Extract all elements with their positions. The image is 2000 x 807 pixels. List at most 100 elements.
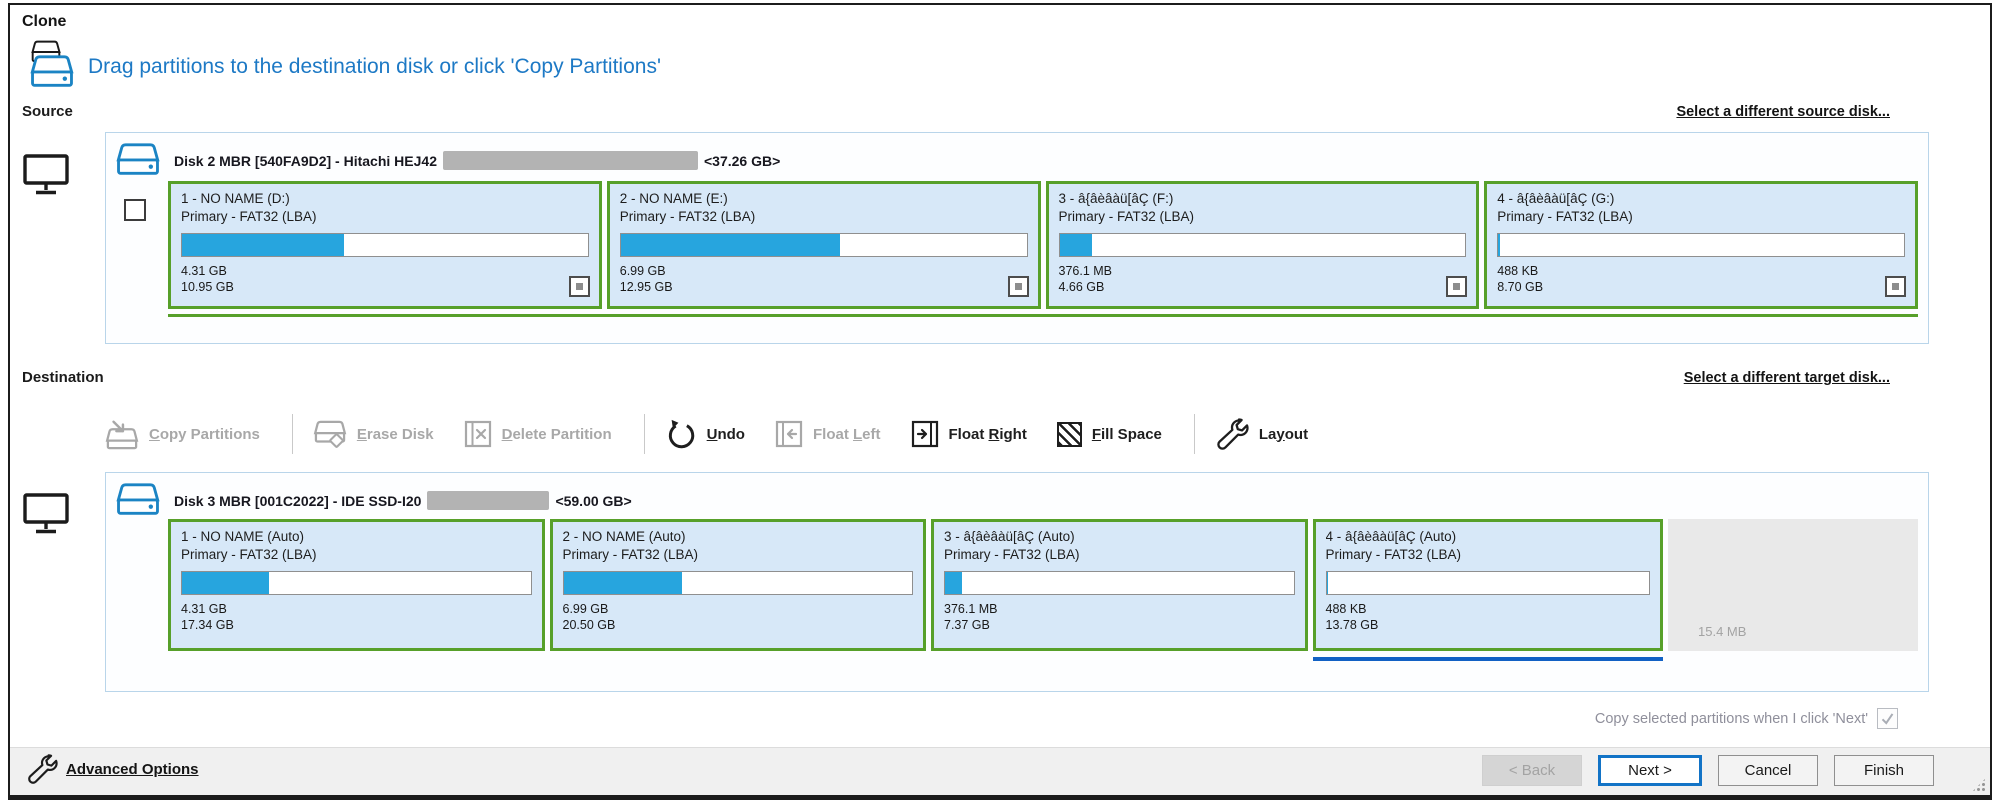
partition-sizes: 6.99 GB 20.50 GB (563, 601, 914, 634)
used-size: 376.1 MB (944, 602, 998, 617)
layout-label: Layout (1258, 425, 1309, 443)
copy-partitions-label: Copy Partitions (149, 425, 260, 443)
destination-partition-3[interactable]: 3 - â{âèâàü[âÇ (Auto) Primary - FAT32 (L… (931, 519, 1308, 651)
source-disk-icon (116, 143, 160, 175)
partition-title: 2 - NO NAME (Auto) (562, 529, 686, 544)
partition-sizes: 376.1 MB 7.37 GB (944, 601, 1295, 634)
usage-bar (944, 571, 1295, 596)
erase-disk-label: Erase Disk (356, 425, 434, 443)
fill-space-label: Fill Space (1091, 425, 1162, 443)
usage-bar-fill (182, 234, 345, 257)
partition-title: 3 - â{âèâàü[âÇ (Auto) (944, 529, 1075, 544)
partition-type: Primary - FAT32 (LBA) (1497, 208, 1633, 224)
erase-disk-button[interactable]: Erase Disk (313, 419, 434, 449)
destination-partition-1[interactable]: 1 - NO NAME (Auto) Primary - FAT32 (LBA)… (168, 519, 545, 651)
partition-type: Primary - FAT32 (LBA) (944, 546, 1080, 562)
destination-computer-icon (23, 493, 69, 534)
partition-restore-button[interactable] (1446, 276, 1468, 297)
destination-disk-icon (116, 483, 160, 515)
usage-bar (181, 233, 589, 258)
source-disk-checkbox[interactable] (124, 199, 146, 221)
back-button[interactable]: < Back (1482, 755, 1582, 786)
used-size: 376.1 MB (1058, 264, 1113, 279)
float-left-label: Float Left (812, 425, 881, 443)
erase-disk-icon (313, 419, 347, 449)
next-button[interactable]: Next > (1598, 755, 1702, 786)
copy-note-checkbox[interactable] (1877, 708, 1898, 729)
total-size: 7.37 GB (944, 618, 990, 633)
advanced-options-wrench-icon (28, 754, 58, 784)
total-size: 8.70 GB (1497, 280, 1544, 295)
source-disk-title: Disk 2 MBR [540FA9D2] - Hitachi HEJ42 <37… (174, 150, 781, 170)
float-left-button[interactable]: Float Left (775, 420, 881, 448)
undo-label: Undo (706, 425, 745, 443)
bottom-bar: Advanced Options < Back Next > Cancel Fi… (10, 747, 1990, 795)
cancel-button[interactable]: Cancel (1718, 755, 1818, 786)
partition-restore-button[interactable] (1885, 276, 1906, 297)
usage-bar (619, 233, 1028, 258)
partition-restore-button[interactable] (568, 276, 590, 297)
delete-partition-button[interactable]: Delete Partition (464, 420, 612, 448)
source-partitions-row: 1 - NO NAME (D:) Primary - FAT32 (LBA) 4… (168, 181, 1918, 309)
partition-sizes: 488 KB 8.70 GB (1497, 263, 1905, 296)
copy-partitions-button[interactable]: Copy Partitions (105, 418, 260, 450)
toolbar-separator (643, 414, 645, 454)
finish-button[interactable]: Finish (1834, 755, 1934, 786)
source-partition-4[interactable]: 4 - â{âèâàü[âÇ (G:) Primary - FAT32 (LBA… (1484, 181, 1918, 309)
fill-space-button[interactable]: Fill Space (1056, 421, 1162, 447)
delete-partition-icon (464, 420, 492, 448)
used-size: 488 KB (1497, 264, 1539, 279)
partition-sizes: 4.31 GB 17.34 GB (181, 601, 532, 634)
advanced-options-label: Advanced Options (66, 760, 199, 778)
page-title: Clone (22, 13, 67, 30)
partition-sizes: 6.99 GB 12.95 GB (620, 263, 1028, 296)
float-right-button[interactable]: Float Right (911, 420, 1027, 448)
copy-note-row: Copy selected partitions when I click 'N… (1595, 708, 1898, 729)
total-size: 17.34 GB (181, 618, 234, 633)
destination-partition-4-wrapper: 4 - â{âèâàü[âÇ (Auto) Primary - FAT32 (L… (1312, 519, 1663, 661)
source-partition-2[interactable]: 2 - NO NAME (E:) Primary - FAT32 (LBA) 6… (606, 181, 1041, 309)
destination-partition-4[interactable]: 4 - â{âèâàü[âÇ (Auto) Primary - FAT32 (L… (1312, 519, 1663, 651)
destination-disk-panel: Disk 3 MBR [001C2022] - IDE SSD-I20 <59.0… (105, 472, 1929, 692)
source-partition-1[interactable]: 1 - NO NAME (D:) Primary - FAT32 (LBA) 4… (168, 181, 602, 309)
source-disk-title-text: Disk 2 MBR [540FA9D2] - Hitachi HEJ42 (174, 152, 437, 169)
partition-title: 3 - â{âèâàü[âÇ (F:) (1058, 191, 1174, 206)
used-size: 4.31 GB (181, 264, 227, 279)
undo-button[interactable]: Undo (665, 418, 745, 450)
destination-partition-2[interactable]: 2 - NO NAME (Auto) Primary - FAT32 (LBA)… (549, 519, 926, 651)
clone-disks-icon (24, 39, 76, 95)
advanced-options-link[interactable]: Advanced Options (26, 753, 199, 785)
source-disk-panel: Disk 2 MBR [540FA9D2] - Hitachi HEJ42 <37… (105, 132, 1929, 344)
float-right-icon (911, 420, 939, 448)
layout-button[interactable]: Layout (1215, 417, 1308, 451)
destination-partitions-row: 1 - NO NAME (Auto) Primary - FAT32 (LBA)… (168, 519, 1918, 661)
usage-bar (181, 571, 532, 596)
fill-space-icon (1056, 421, 1082, 447)
source-disk-header: Disk 2 MBR [540FA9D2] - Hitachi HEJ42 <37… (116, 141, 780, 179)
dialog-buttons: < Back Next > Cancel Finish (1482, 755, 1934, 786)
used-size: 6.99 GB (562, 602, 609, 617)
select-target-disk-link[interactable]: Select a different target disk... (1683, 370, 1890, 386)
partition-type: Primary - FAT32 (LBA) (181, 546, 317, 562)
resize-grip[interactable] (1972, 778, 1986, 792)
usage-bar-fill (1059, 234, 1092, 257)
unallocated-space[interactable]: 15.4 MB (1668, 519, 1918, 651)
source-disk-size: <37.26 GB> (703, 152, 781, 169)
float-left-icon (775, 420, 803, 448)
destination-disk-title-text: Disk 3 MBR [001C2022] - IDE SSD-I20 (174, 492, 422, 509)
partition-title: 2 - NO NAME (E:) (619, 191, 728, 206)
partition-title: 1 - NO NAME (Auto) (181, 529, 305, 544)
select-source-disk-link[interactable]: Select a different source disk... (1676, 104, 1890, 120)
partition-title: 4 - â{âèâàü[âÇ (G:) (1497, 191, 1615, 206)
copy-note-label: Copy selected partitions when I click 'N… (1594, 710, 1868, 727)
partition-restore-button[interactable] (1007, 276, 1029, 297)
used-size: 4.31 GB (181, 602, 227, 617)
source-row-underline (168, 314, 1918, 317)
header: Drag partitions to the destination disk … (24, 39, 661, 95)
source-partition-3[interactable]: 3 - â{âèâàü[âÇ (F:) Primary - FAT32 (LBA… (1045, 181, 1480, 309)
copy-partitions-icon (105, 418, 139, 450)
usage-bar (1325, 571, 1650, 596)
source-section-label: Source (22, 103, 73, 120)
usage-bar-fill (620, 234, 840, 257)
partition-type: Primary - FAT32 (LBA) (1058, 208, 1195, 224)
